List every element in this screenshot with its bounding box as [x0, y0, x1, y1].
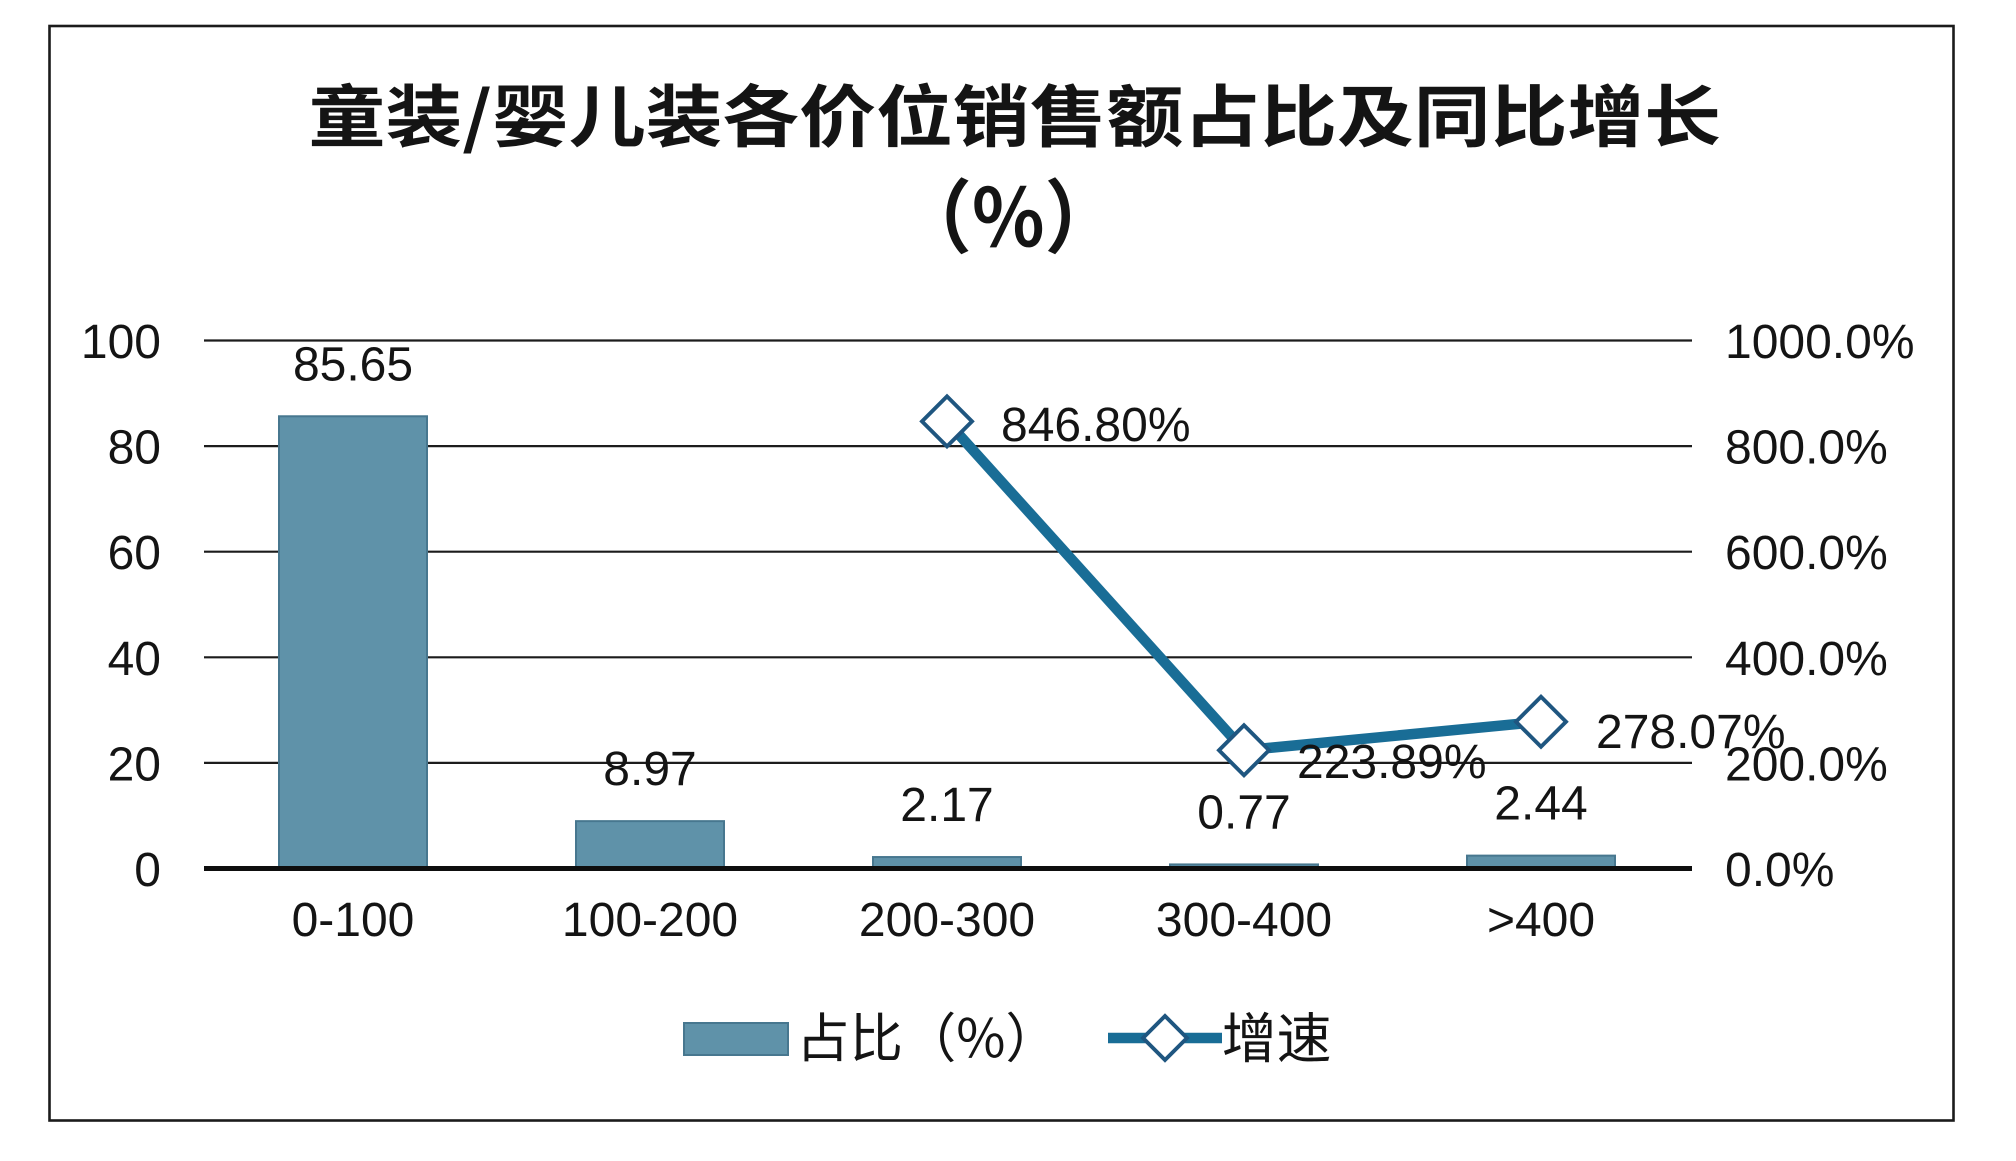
- svg-text:0-100: 0-100: [292, 894, 415, 947]
- svg-text:200.0%: 200.0%: [1725, 738, 1888, 791]
- svg-text:278.07%: 278.07%: [1596, 706, 1786, 759]
- svg-text:2.17: 2.17: [900, 779, 993, 832]
- svg-text:223.89%: 223.89%: [1297, 736, 1487, 789]
- svg-text:40: 40: [108, 633, 161, 686]
- svg-text:600.0%: 600.0%: [1725, 527, 1888, 580]
- svg-text:1000.0%: 1000.0%: [1725, 316, 1915, 369]
- svg-text:20: 20: [108, 738, 161, 791]
- svg-text:100: 100: [81, 316, 161, 369]
- svg-text:100-200: 100-200: [562, 894, 738, 947]
- svg-text:300-400: 300-400: [1156, 894, 1332, 947]
- svg-text:85.65: 85.65: [293, 338, 413, 391]
- svg-text:400.0%: 400.0%: [1725, 633, 1888, 686]
- svg-text:0.77: 0.77: [1197, 786, 1290, 839]
- svg-text:0.0%: 0.0%: [1725, 844, 1834, 897]
- svg-text:8.97: 8.97: [603, 743, 696, 796]
- svg-text:>400: >400: [1487, 894, 1595, 947]
- svg-text:80: 80: [108, 422, 161, 475]
- svg-text:60: 60: [108, 527, 161, 580]
- svg-text:800.0%: 800.0%: [1725, 422, 1888, 475]
- svg-text:200-300: 200-300: [859, 894, 1035, 947]
- svg-text:0: 0: [134, 844, 161, 897]
- svg-text:2.44: 2.44: [1494, 778, 1587, 831]
- svg-text:846.80%: 846.80%: [1001, 399, 1191, 452]
